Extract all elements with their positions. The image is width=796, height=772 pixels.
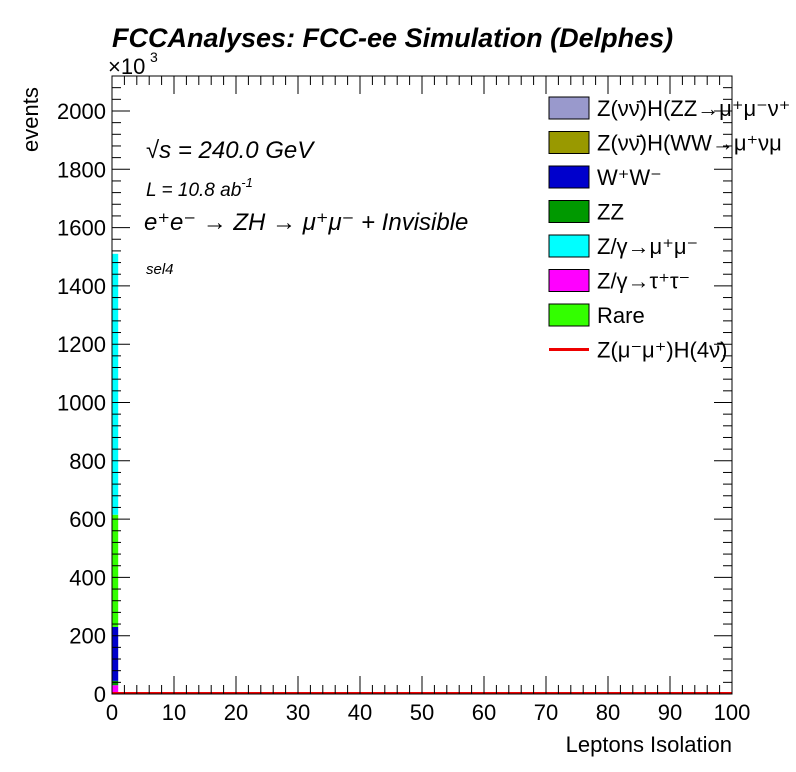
x-tick-label: 70	[534, 700, 558, 725]
y-multiplier-exponent: 3	[150, 49, 158, 65]
bar-segment-5	[112, 253, 119, 515]
legend-swatch	[548, 96, 590, 120]
y-tick-label: 1600	[57, 216, 106, 241]
legend-label: Rare	[597, 303, 645, 328]
x-tick-label: 60	[472, 700, 496, 725]
legend-label: Z/γ→τ⁺τ⁻	[597, 269, 690, 294]
selection-annotation: sel4	[146, 261, 174, 278]
luminosity-exponent: -1	[241, 175, 253, 190]
plot-annotations: √s = 240.0 GeV L = 10.8 ab-1 e⁺e⁻ → ZH →…	[144, 137, 468, 278]
bar-segment-3	[112, 626, 119, 681]
legend-swatch	[548, 165, 590, 189]
bar-segment-4	[112, 514, 119, 627]
y-tick-label: 2000	[57, 99, 106, 124]
y-tick-label: 1400	[57, 274, 106, 299]
chart-title: FCCAnalyses: FCC-ee Simulation (Delphes)	[112, 23, 673, 53]
sqrt-s-symbol: √s	[146, 137, 171, 164]
x-tick-label: 100	[714, 700, 751, 725]
y-tick-label: 200	[69, 624, 106, 649]
legend-label: ZZ	[597, 200, 624, 225]
sqrt-s-annotation: √s = 240.0 GeV	[146, 137, 315, 164]
legend-label: W⁺W⁻	[597, 165, 662, 190]
y-tick-label: 0	[94, 682, 106, 707]
x-tick-label: 90	[658, 700, 682, 725]
x-tick-label: 0	[106, 700, 118, 725]
y-tick-label: 600	[69, 507, 106, 532]
bar-segment-2	[112, 680, 119, 686]
legend: Z(νν̄)H(ZZ→μ⁺μ⁻ν⁺ Z(νν̄)H(WW→μ⁺νμ W⁺W⁻ ZZ Z/…	[548, 96, 790, 363]
legend-swatch	[548, 131, 590, 154]
legend-swatch	[548, 303, 590, 327]
stacked-bars	[112, 253, 119, 694]
x-tick-label: 50	[410, 700, 434, 725]
x-tick-label: 10	[162, 700, 186, 725]
legend-label: Z(νν̄)H(ZZ→μ⁺μ⁻ν⁺	[597, 96, 790, 121]
y-tick-label: 1800	[57, 157, 106, 182]
y-multiplier-base: ×10	[108, 54, 145, 79]
process-annotation: e⁺e⁻ → ZH → μ⁺μ⁻ + Invisible	[144, 209, 468, 236]
x-tick-label: 20	[224, 700, 248, 725]
legend-label: Z(μ⁻μ⁺)H(4ν̄)	[597, 338, 727, 363]
y-axis-label: events	[18, 87, 43, 152]
sqrt-s-value: = 240.0 GeV	[171, 137, 315, 164]
bar-segment-1	[112, 685, 119, 693]
x-axis-label: Leptons Isolation	[566, 732, 732, 757]
y-axis-ticks: 0 200 400 600 800 1000 1200 1400 1600 1800 2000	[57, 87, 732, 707]
luminosity-text: L = 10.8 ab	[146, 180, 241, 201]
x-axis-ticks: 0 10 20 30 40 50 60 70 80 90 100	[106, 76, 750, 725]
y-axis-multiplier: ×10 3	[108, 49, 158, 79]
luminosity-annotation: L = 10.8 ab-1	[146, 175, 253, 201]
x-tick-label: 40	[348, 700, 372, 725]
legend-swatch	[548, 200, 590, 223]
y-tick-label: 1200	[57, 332, 106, 357]
legend-label: Z/γ→μ⁺μ⁻	[597, 234, 698, 259]
legend-swatch	[548, 269, 590, 292]
legend-label: Z(νν̄)H(WW→μ⁺νμ	[597, 131, 782, 156]
x-tick-label: 80	[596, 700, 620, 725]
y-tick-label: 400	[69, 565, 106, 590]
x-tick-label: 30	[286, 700, 310, 725]
legend-swatch	[548, 234, 590, 258]
y-tick-label: 800	[69, 449, 106, 474]
y-tick-label: 1000	[57, 390, 106, 415]
